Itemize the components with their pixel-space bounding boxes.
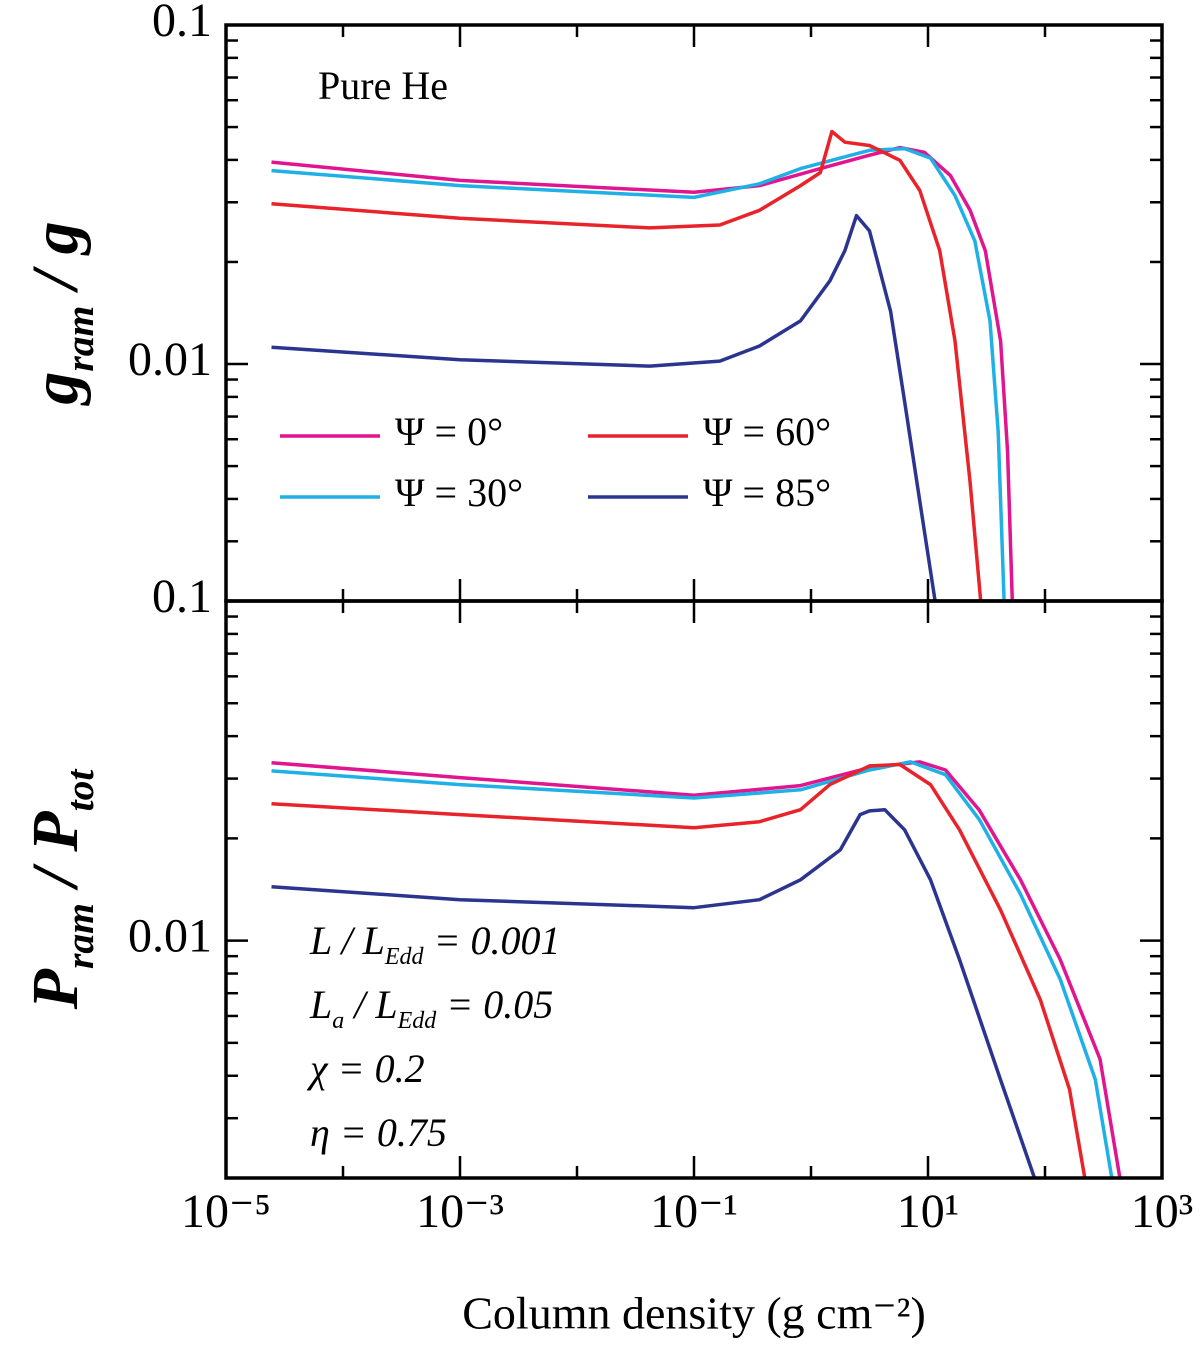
- subscript: Edd: [384, 944, 425, 970]
- series-line: [271, 213, 937, 601]
- text-part: g: [19, 372, 92, 407]
- x-tick-label: 10³: [1131, 1185, 1193, 1238]
- annotation: L / LEdd = 0.001: [309, 918, 561, 969]
- text-part: = 0.001: [424, 918, 561, 963]
- text-part: P: [19, 968, 92, 1010]
- y-axis-label: gram / g: [19, 221, 102, 406]
- text-part: L: [309, 982, 332, 1027]
- axes-frame: [224, 599, 1164, 1180]
- legend-label: Ψ = 60°: [703, 409, 831, 454]
- legend-label: Ψ = 85°: [703, 470, 831, 515]
- text-part: χ = 0.2: [306, 1046, 425, 1091]
- text-part: / P: [19, 811, 92, 903]
- series-line: [271, 762, 1087, 1178]
- series-line: [271, 760, 1122, 1178]
- y-tick-label: 0.1: [152, 570, 212, 623]
- annotation: La / LEdd = 0.05: [309, 982, 553, 1033]
- subscript: ram: [58, 306, 102, 372]
- annotation: Pure He: [318, 63, 448, 108]
- text-part: L / L: [309, 918, 385, 963]
- series-line: [271, 146, 1006, 601]
- plot-area: [271, 760, 1122, 1178]
- subscript: Edd: [397, 1008, 438, 1034]
- x-tick-label: 10⁻⁵: [181, 1185, 271, 1238]
- annotation: η = 0.75: [310, 1110, 447, 1155]
- plot-area: [271, 129, 1015, 601]
- y-tick-label: 0.01: [128, 333, 212, 386]
- series-line: [271, 129, 983, 601]
- y-tick-label: 0.01: [128, 910, 212, 963]
- text-part: / g: [19, 221, 92, 305]
- series-line: [271, 807, 1037, 1178]
- legend-label: Ψ = 0°: [395, 409, 503, 454]
- x-tick-label: 10¹: [897, 1185, 959, 1238]
- annotation: χ = 0.2: [306, 1046, 425, 1091]
- legend-label: Ψ = 30°: [395, 470, 523, 515]
- series-line: [271, 760, 1114, 1178]
- y-tick-label: 0.1: [152, 0, 212, 47]
- y-axis-label: Pram / Ptot: [19, 769, 102, 1011]
- axes-frame: [224, 23, 1164, 603]
- x-tick-label: 10⁻³: [416, 1185, 504, 1238]
- subscript: tot: [58, 769, 102, 812]
- text-part: = 0.05: [436, 982, 553, 1027]
- subscript: ram: [58, 903, 102, 969]
- text-part: / L: [344, 982, 397, 1027]
- x-tick-label: 10⁻¹: [650, 1185, 738, 1238]
- x-axis-label: Column density (g cm⁻²): [462, 1288, 926, 1339]
- subscript: a: [332, 1008, 344, 1034]
- text-part: η = 0.75: [310, 1110, 447, 1155]
